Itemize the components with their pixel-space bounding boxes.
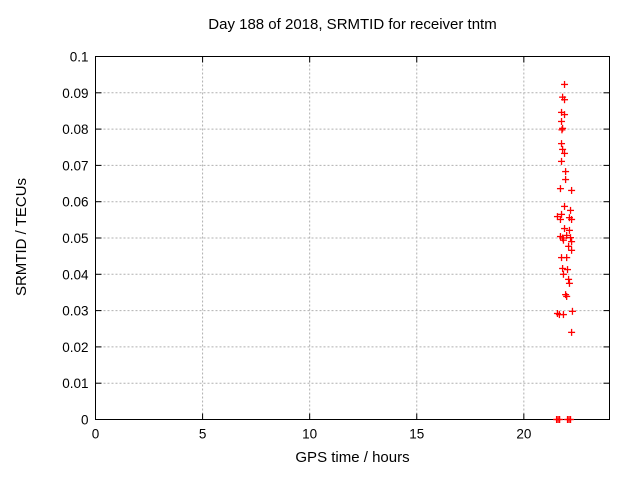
data-point-marker (559, 145, 567, 153)
data-point-marker (568, 246, 576, 254)
data-point-marker (567, 416, 575, 423)
y-tick-label: 0.06 (62, 195, 88, 210)
y-tick-label: 0.02 (62, 340, 88, 355)
y-tick-label: 0 (81, 413, 89, 428)
data-point-marker (561, 80, 569, 88)
data-point-marker (568, 215, 576, 223)
data-point-marker (568, 238, 576, 246)
y-tick-label: 0.08 (62, 122, 88, 137)
data-point-marker (562, 176, 570, 184)
data-point-marker (563, 292, 571, 300)
data-point-marker (558, 117, 566, 125)
data-point-marker (567, 234, 575, 242)
data-point-marker (565, 242, 573, 250)
data-point-marker (564, 266, 572, 274)
data-point-marker (556, 215, 564, 223)
data-point-marker (559, 311, 567, 319)
data-point-marker (561, 111, 569, 119)
y-tick-label: 0.01 (62, 376, 88, 391)
data-point-marker (562, 168, 570, 176)
data-point-marker (558, 157, 566, 165)
data-point-marker (565, 275, 573, 283)
data-point-marker (563, 254, 571, 262)
y-tick-label: 0.07 (62, 158, 88, 173)
data-point-marker (558, 210, 566, 218)
x-tick-label: 0 (92, 427, 100, 442)
x-tick-label: 5 (199, 427, 207, 442)
data-point-marker (556, 185, 564, 193)
data-point-marker (568, 328, 576, 336)
data-point-marker (556, 416, 564, 423)
y-tick-label: 0.1 (70, 50, 89, 65)
data-point-marker (559, 236, 567, 244)
y-tick-label: 0.05 (62, 231, 88, 246)
chart-title: Day 188 of 2018, SRMTID for receiver tnt… (208, 16, 497, 33)
data-point-marker (567, 206, 575, 214)
y-tick-label: 0.09 (62, 86, 88, 101)
y-tick-label: 0.03 (62, 304, 88, 319)
data-point-marker (563, 231, 571, 239)
x-tick-label: 15 (409, 427, 424, 442)
y-tick-label: 0.04 (62, 267, 89, 282)
data-point-marker (568, 307, 576, 315)
data-point-marker (559, 270, 567, 278)
x-tick-label: 10 (302, 427, 317, 442)
data-point-marker (565, 279, 573, 287)
data-point-marker (561, 225, 569, 233)
data-point-marker (559, 264, 567, 272)
x-tick-label: 20 (516, 427, 531, 442)
data-point-marker (558, 126, 566, 134)
data-point-marker (558, 140, 566, 148)
data-point-marker (568, 186, 576, 194)
data-point-marker (561, 96, 569, 104)
data-point-marker (565, 226, 573, 234)
data-point-marker (561, 149, 569, 157)
x-axis-label: GPS time / hours (295, 449, 410, 466)
data-point-marker (561, 202, 569, 210)
